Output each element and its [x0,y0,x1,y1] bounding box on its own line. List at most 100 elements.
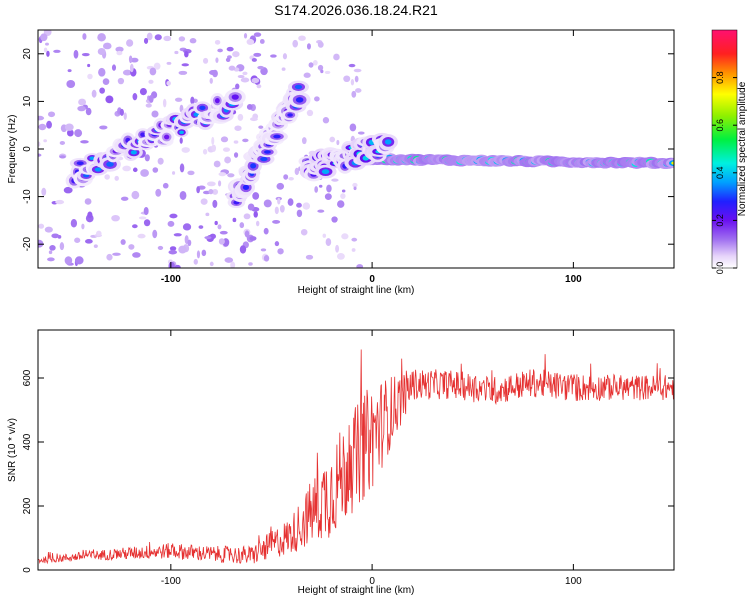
spectrogram-cell [335,244,340,253]
spectrogram-cell [132,93,138,101]
spectrogram-cell [270,54,277,58]
spectrogram-cell [287,113,293,117]
spectrogram-cell [178,245,187,254]
spectrogram-cell [179,130,184,135]
spectrogram-cell [149,67,157,76]
spectrogram-cell [148,95,154,103]
spectrogram-cell [260,248,267,252]
spectrogram-cell [253,211,258,218]
spectrogram-cell [38,141,41,147]
chart-title: S174.2026.036.18.24.R21 [274,2,438,18]
spectrogram-cell [353,186,357,191]
spectrogram-cell [198,225,204,229]
spectrogram-cell [43,139,48,143]
spectrogram-cell [215,57,219,63]
spectrogram-cell [138,216,147,220]
spectrogram-cell [99,87,105,94]
spectrogram-cell [251,77,260,84]
spectrogram-cell [49,245,56,251]
spectrogram-cell [174,50,179,55]
spectrogram-cell [224,156,231,164]
spectrogram-cell [212,199,218,208]
spectrogram-cell [59,141,66,145]
spectrogram-cell [326,184,332,193]
spectrogram-cell [74,237,81,243]
spectrogram-cell [218,172,227,177]
spectrogram-cell [81,52,90,57]
spectrogram-cell [320,69,324,74]
spectrogram-cell [242,184,250,190]
snr-y-label: SNR (10 * v/v) [7,418,18,482]
spectrogram-cell [296,202,302,208]
snr-x-tick-label: -100 [161,576,181,587]
spectrogram-cell [132,224,138,229]
spectrogram-cell [324,193,332,200]
spectrogram-cell [348,63,356,68]
spectrogram-cell [263,199,272,208]
spectrogram-cell [233,152,239,158]
spectrogram-cell [308,62,314,68]
spectrogram-cell [200,198,208,205]
spectrogram-cell [232,51,240,58]
spectrogram-cell [224,257,234,263]
spectrogram-cell [202,57,209,64]
spectrogram-cell [217,180,222,187]
spectrogram-cell [80,140,89,144]
spectrogram-cell [162,98,167,108]
spec-x-tick-label: -100 [161,274,181,285]
spectrogram-cell [87,73,93,80]
spectrogram-cell [246,104,253,110]
spectrogram-cell [228,65,236,71]
spectrogram-cell [84,198,92,205]
spectrogram-cell [213,160,221,168]
spectrogram-cell [211,136,215,145]
spectrogram-cell [106,253,113,261]
spectrogram-cell [140,132,146,137]
snr-y-tick-label: 600 [22,369,33,386]
spectrogram-cell [87,211,93,219]
spectrogram-cell [59,155,66,159]
spectrogram-cell [152,167,159,173]
spectrogram-cell [178,70,188,75]
colorbar-gradient [711,29,738,269]
spectrogram-cell [111,64,117,71]
spectrogram-cell [255,220,260,227]
spectrogram-cell [91,89,97,98]
snr-series-line [38,349,674,565]
spectrogram-cell [242,71,248,76]
spectrogram-cell [227,173,235,178]
spectrogram-cell [232,217,237,223]
spectrogram-cell [231,94,239,100]
spectrogram-cell [146,32,153,41]
spectrogram-cell [168,249,178,255]
spectrogram-cell [247,203,255,211]
spectrogram-cell [256,84,262,89]
colorbar: 0.0 0.2 0.4 0.6 0.8 Normalized spectral ampl… [711,29,748,274]
spectrogram-cell [143,219,151,227]
snr-y-tick-label: 200 [22,497,33,514]
spectrogram-cell [193,258,198,265]
spectrogram-cell [249,236,257,241]
spectrogram-cell [139,88,147,96]
spectrogram-cell [53,49,61,53]
spectrogram-cell [132,167,138,173]
spectrogram-cell [384,139,392,145]
spectrogram-cell [70,219,78,228]
spectrogram-cell [282,53,288,60]
spectrogram-cell [46,120,52,129]
spectrogram-cell [64,123,74,131]
spectrogram-cell [199,105,206,111]
spectrogram-cell [242,138,249,143]
spectrogram-cell [51,233,60,239]
spectrogram-cell [351,237,358,242]
spectrogram-cell [248,262,253,266]
colorbar-ticks: 0.0 0.2 0.4 0.6 0.8 [712,71,737,274]
spectrogram-cell [106,161,114,167]
spectrogram-cell [355,88,362,93]
spectrogram-cell [260,67,268,76]
spectrogram-cell [117,77,125,85]
spectrogram-cell [145,103,152,108]
spectrogram-cell [94,167,102,172]
spectrogram-cell [303,72,311,78]
spectrogram-cell [179,190,187,200]
